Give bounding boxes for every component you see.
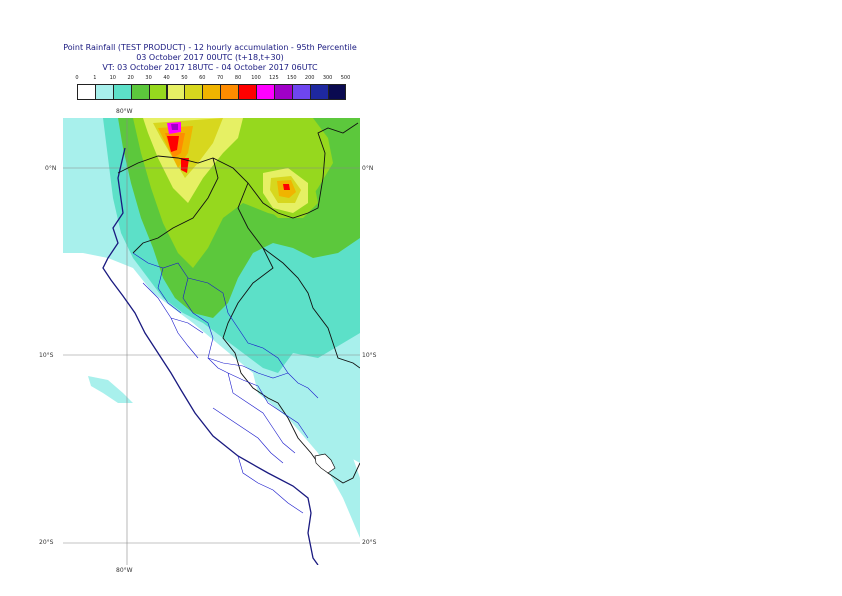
legend-swatch-30-40 — [148, 84, 168, 100]
legend-threshold-10: 10 — [109, 75, 116, 81]
legend-threshold-300: 300 — [322, 75, 333, 81]
rain-band-1-10-south — [253, 373, 360, 538]
legend-swatch-80-100 — [238, 84, 257, 100]
lat-label-20-left: 20°S — [39, 539, 54, 546]
legend-swatch-150-200 — [291, 84, 311, 100]
legend-swatch-10-20 — [112, 84, 132, 100]
legend-threshold-200: 200 — [304, 75, 315, 81]
title-line-3: VT: 03 October 2017 18UTC - 04 October 2… — [102, 63, 318, 72]
legend-threshold-60: 60 — [199, 75, 206, 81]
national-boundary — [117, 122, 360, 484]
legend-threshold-80: 80 — [234, 75, 242, 81]
regional-boundaries — [132, 252, 319, 514]
rain-spot-100-125-c — [283, 184, 290, 190]
lon-label-bottom: 80°W — [116, 567, 133, 574]
legend-threshold-150: 150 — [287, 75, 297, 81]
legend-threshold-40: 40 — [163, 75, 170, 81]
lat-label-0-right: 0°N — [362, 165, 374, 172]
legend-threshold-70: 70 — [217, 75, 224, 81]
legend-swatch-70-80 — [220, 84, 240, 100]
legend-swatch-60-70 — [202, 84, 222, 100]
legend-threshold-30: 30 — [145, 75, 152, 81]
lat-label-10-right: 10°S — [362, 352, 377, 359]
rain-spot-100-125-b — [181, 158, 189, 173]
lake-titicaca — [314, 453, 336, 474]
lon-label-top: 80°W — [116, 108, 133, 115]
legend-threshold-20: 20 — [127, 75, 134, 81]
legend-threshold-50: 50 — [181, 75, 188, 81]
lat-label-20-right: 20°S — [362, 539, 377, 546]
rainfall-shading — [63, 118, 360, 538]
rain-spot-100-125 — [167, 136, 179, 152]
legend-threshold-1: 1 — [93, 75, 97, 81]
coastline — [102, 147, 319, 565]
legend-threshold-500: 500 — [340, 75, 351, 81]
legend-threshold-125: 125 — [269, 75, 279, 81]
legend-swatch-1-10 — [94, 84, 114, 100]
legend-threshold-0: 0 — [75, 75, 79, 81]
legend-swatch-20-30 — [130, 84, 150, 100]
legend-swatch-0-1 — [77, 84, 96, 100]
legend-swatch-125-150 — [273, 84, 293, 100]
title-line-1: Point Rainfall (TEST PRODUCT) - 12 hourl… — [63, 43, 357, 52]
legend-swatch-200-300 — [309, 84, 329, 100]
legend-swatch-100-125 — [256, 84, 275, 100]
lat-label-0-left: 0°N — [45, 165, 57, 172]
legend-swatch-40-50 — [166, 84, 186, 100]
lat-label-10-left: 10°S — [39, 352, 54, 359]
legend-swatch-50-60 — [184, 84, 204, 100]
legend-swatch-300-500 — [327, 84, 347, 100]
title-line-2: 03 October 2017 00UTC (t+18,t+30) — [136, 53, 284, 62]
legend-threshold-100: 100 — [251, 75, 261, 81]
rain-patch-ocean — [88, 376, 133, 403]
rain-spot-150-200 — [171, 124, 178, 130]
rainfall-map — [63, 118, 360, 565]
